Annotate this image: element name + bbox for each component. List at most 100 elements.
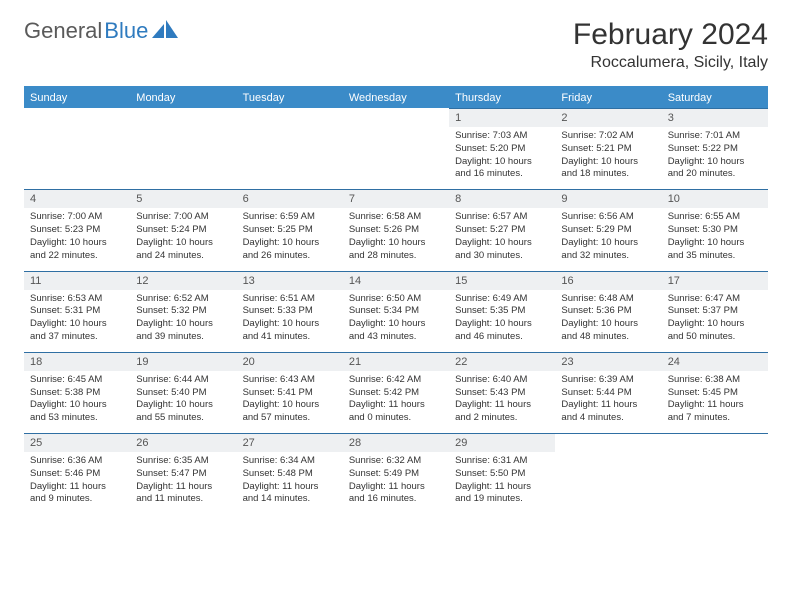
day-number: 18 <box>24 352 130 371</box>
day-details: Sunrise: 6:57 AMSunset: 5:27 PMDaylight:… <box>449 208 555 270</box>
day-number: 22 <box>449 352 555 371</box>
day-number: 7 <box>343 189 449 208</box>
calendar-day: 22Sunrise: 6:40 AMSunset: 5:43 PMDayligh… <box>449 352 555 433</box>
calendar-day: 11Sunrise: 6:53 AMSunset: 5:31 PMDayligh… <box>24 271 130 352</box>
calendar-day-empty <box>130 108 236 189</box>
day-number: 5 <box>130 189 236 208</box>
day-details: Sunrise: 6:31 AMSunset: 5:50 PMDaylight:… <box>449 452 555 514</box>
day-number: 1 <box>449 108 555 127</box>
day-number: 23 <box>555 352 661 371</box>
day-header: Saturday <box>662 87 768 108</box>
calendar-day: 25Sunrise: 6:36 AMSunset: 5:46 PMDayligh… <box>24 433 130 514</box>
day-header: Wednesday <box>343 87 449 108</box>
calendar-day: 4Sunrise: 7:00 AMSunset: 5:23 PMDaylight… <box>24 189 130 270</box>
day-number-empty <box>343 108 449 126</box>
day-number: 13 <box>237 271 343 290</box>
day-number-empty <box>237 108 343 126</box>
day-header-row: SundayMondayTuesdayWednesdayThursdayFrid… <box>24 87 768 108</box>
calendar-day-empty <box>343 108 449 189</box>
calendar-week: 1Sunrise: 7:03 AMSunset: 5:20 PMDaylight… <box>24 108 768 189</box>
calendar-day: 5Sunrise: 7:00 AMSunset: 5:24 PMDaylight… <box>130 189 236 270</box>
calendar-day: 28Sunrise: 6:32 AMSunset: 5:49 PMDayligh… <box>343 433 449 514</box>
day-body-empty <box>343 126 449 150</box>
day-number: 19 <box>130 352 236 371</box>
day-number: 28 <box>343 433 449 452</box>
day-details: Sunrise: 7:01 AMSunset: 5:22 PMDaylight:… <box>662 127 768 189</box>
day-number: 26 <box>130 433 236 452</box>
day-number-empty <box>555 433 661 452</box>
calendar-day: 10Sunrise: 6:55 AMSunset: 5:30 PMDayligh… <box>662 189 768 270</box>
day-number: 17 <box>662 271 768 290</box>
day-number: 27 <box>237 433 343 452</box>
day-details: Sunrise: 6:45 AMSunset: 5:38 PMDaylight:… <box>24 371 130 433</box>
day-details: Sunrise: 6:43 AMSunset: 5:41 PMDaylight:… <box>237 371 343 433</box>
day-number: 9 <box>555 189 661 208</box>
day-number: 11 <box>24 271 130 290</box>
day-details: Sunrise: 6:47 AMSunset: 5:37 PMDaylight:… <box>662 290 768 352</box>
day-details: Sunrise: 6:58 AMSunset: 5:26 PMDaylight:… <box>343 208 449 270</box>
day-header: Monday <box>130 87 236 108</box>
calendar-day: 15Sunrise: 6:49 AMSunset: 5:35 PMDayligh… <box>449 271 555 352</box>
calendar-day: 6Sunrise: 6:59 AMSunset: 5:25 PMDaylight… <box>237 189 343 270</box>
day-number: 6 <box>237 189 343 208</box>
day-details: Sunrise: 6:52 AMSunset: 5:32 PMDaylight:… <box>130 290 236 352</box>
day-number: 12 <box>130 271 236 290</box>
calendar-day: 19Sunrise: 6:44 AMSunset: 5:40 PMDayligh… <box>130 352 236 433</box>
day-details: Sunrise: 6:35 AMSunset: 5:47 PMDaylight:… <box>130 452 236 514</box>
logo-sail-icon <box>152 18 178 44</box>
day-details: Sunrise: 6:48 AMSunset: 5:36 PMDaylight:… <box>555 290 661 352</box>
calendar-day: 1Sunrise: 7:03 AMSunset: 5:20 PMDaylight… <box>449 108 555 189</box>
day-details: Sunrise: 6:51 AMSunset: 5:33 PMDaylight:… <box>237 290 343 352</box>
day-body-empty <box>555 452 661 476</box>
calendar-day: 8Sunrise: 6:57 AMSunset: 5:27 PMDaylight… <box>449 189 555 270</box>
calendar-day: 7Sunrise: 6:58 AMSunset: 5:26 PMDaylight… <box>343 189 449 270</box>
calendar-day: 14Sunrise: 6:50 AMSunset: 5:34 PMDayligh… <box>343 271 449 352</box>
day-number: 14 <box>343 271 449 290</box>
page-title: February 2024 <box>573 18 768 52</box>
calendar-day: 2Sunrise: 7:02 AMSunset: 5:21 PMDaylight… <box>555 108 661 189</box>
day-details: Sunrise: 7:03 AMSunset: 5:20 PMDaylight:… <box>449 127 555 189</box>
day-number-empty <box>24 108 130 126</box>
day-body-empty <box>662 452 768 476</box>
calendar-table: SundayMondayTuesdayWednesdayThursdayFrid… <box>24 86 768 514</box>
calendar-day: 9Sunrise: 6:56 AMSunset: 5:29 PMDaylight… <box>555 189 661 270</box>
calendar-week: 11Sunrise: 6:53 AMSunset: 5:31 PMDayligh… <box>24 271 768 352</box>
day-details: Sunrise: 6:36 AMSunset: 5:46 PMDaylight:… <box>24 452 130 514</box>
day-number: 4 <box>24 189 130 208</box>
day-details: Sunrise: 6:34 AMSunset: 5:48 PMDaylight:… <box>237 452 343 514</box>
day-details: Sunrise: 7:00 AMSunset: 5:23 PMDaylight:… <box>24 208 130 270</box>
calendar-week: 4Sunrise: 7:00 AMSunset: 5:23 PMDaylight… <box>24 189 768 270</box>
calendar-day: 23Sunrise: 6:39 AMSunset: 5:44 PMDayligh… <box>555 352 661 433</box>
brand-logo: GeneralBlue <box>24 18 178 44</box>
calendar-day: 17Sunrise: 6:47 AMSunset: 5:37 PMDayligh… <box>662 271 768 352</box>
calendar-week: 25Sunrise: 6:36 AMSunset: 5:46 PMDayligh… <box>24 433 768 514</box>
day-details: Sunrise: 6:32 AMSunset: 5:49 PMDaylight:… <box>343 452 449 514</box>
page-header: GeneralBlue February 2024 Roccalumera, S… <box>24 18 768 72</box>
day-header: Tuesday <box>237 87 343 108</box>
day-body-empty <box>130 126 236 150</box>
brand-part2: Blue <box>104 18 148 44</box>
calendar-day: 18Sunrise: 6:45 AMSunset: 5:38 PMDayligh… <box>24 352 130 433</box>
day-number: 29 <box>449 433 555 452</box>
day-number: 8 <box>449 189 555 208</box>
day-details: Sunrise: 7:02 AMSunset: 5:21 PMDaylight:… <box>555 127 661 189</box>
day-header: Friday <box>555 87 661 108</box>
calendar-day-empty <box>24 108 130 189</box>
day-header: Thursday <box>449 87 555 108</box>
day-number: 20 <box>237 352 343 371</box>
day-header: Sunday <box>24 87 130 108</box>
calendar-day: 16Sunrise: 6:48 AMSunset: 5:36 PMDayligh… <box>555 271 661 352</box>
day-details: Sunrise: 6:59 AMSunset: 5:25 PMDaylight:… <box>237 208 343 270</box>
calendar-day: 20Sunrise: 6:43 AMSunset: 5:41 PMDayligh… <box>237 352 343 433</box>
calendar-day-empty <box>662 433 768 514</box>
day-number: 10 <box>662 189 768 208</box>
day-number: 24 <box>662 352 768 371</box>
day-body-empty <box>24 126 130 150</box>
day-details: Sunrise: 6:55 AMSunset: 5:30 PMDaylight:… <box>662 208 768 270</box>
day-number: 15 <box>449 271 555 290</box>
day-number: 21 <box>343 352 449 371</box>
calendar-day: 21Sunrise: 6:42 AMSunset: 5:42 PMDayligh… <box>343 352 449 433</box>
day-details: Sunrise: 6:42 AMSunset: 5:42 PMDaylight:… <box>343 371 449 433</box>
title-block: February 2024 Roccalumera, Sicily, Italy <box>573 18 768 72</box>
day-number-empty <box>662 433 768 452</box>
